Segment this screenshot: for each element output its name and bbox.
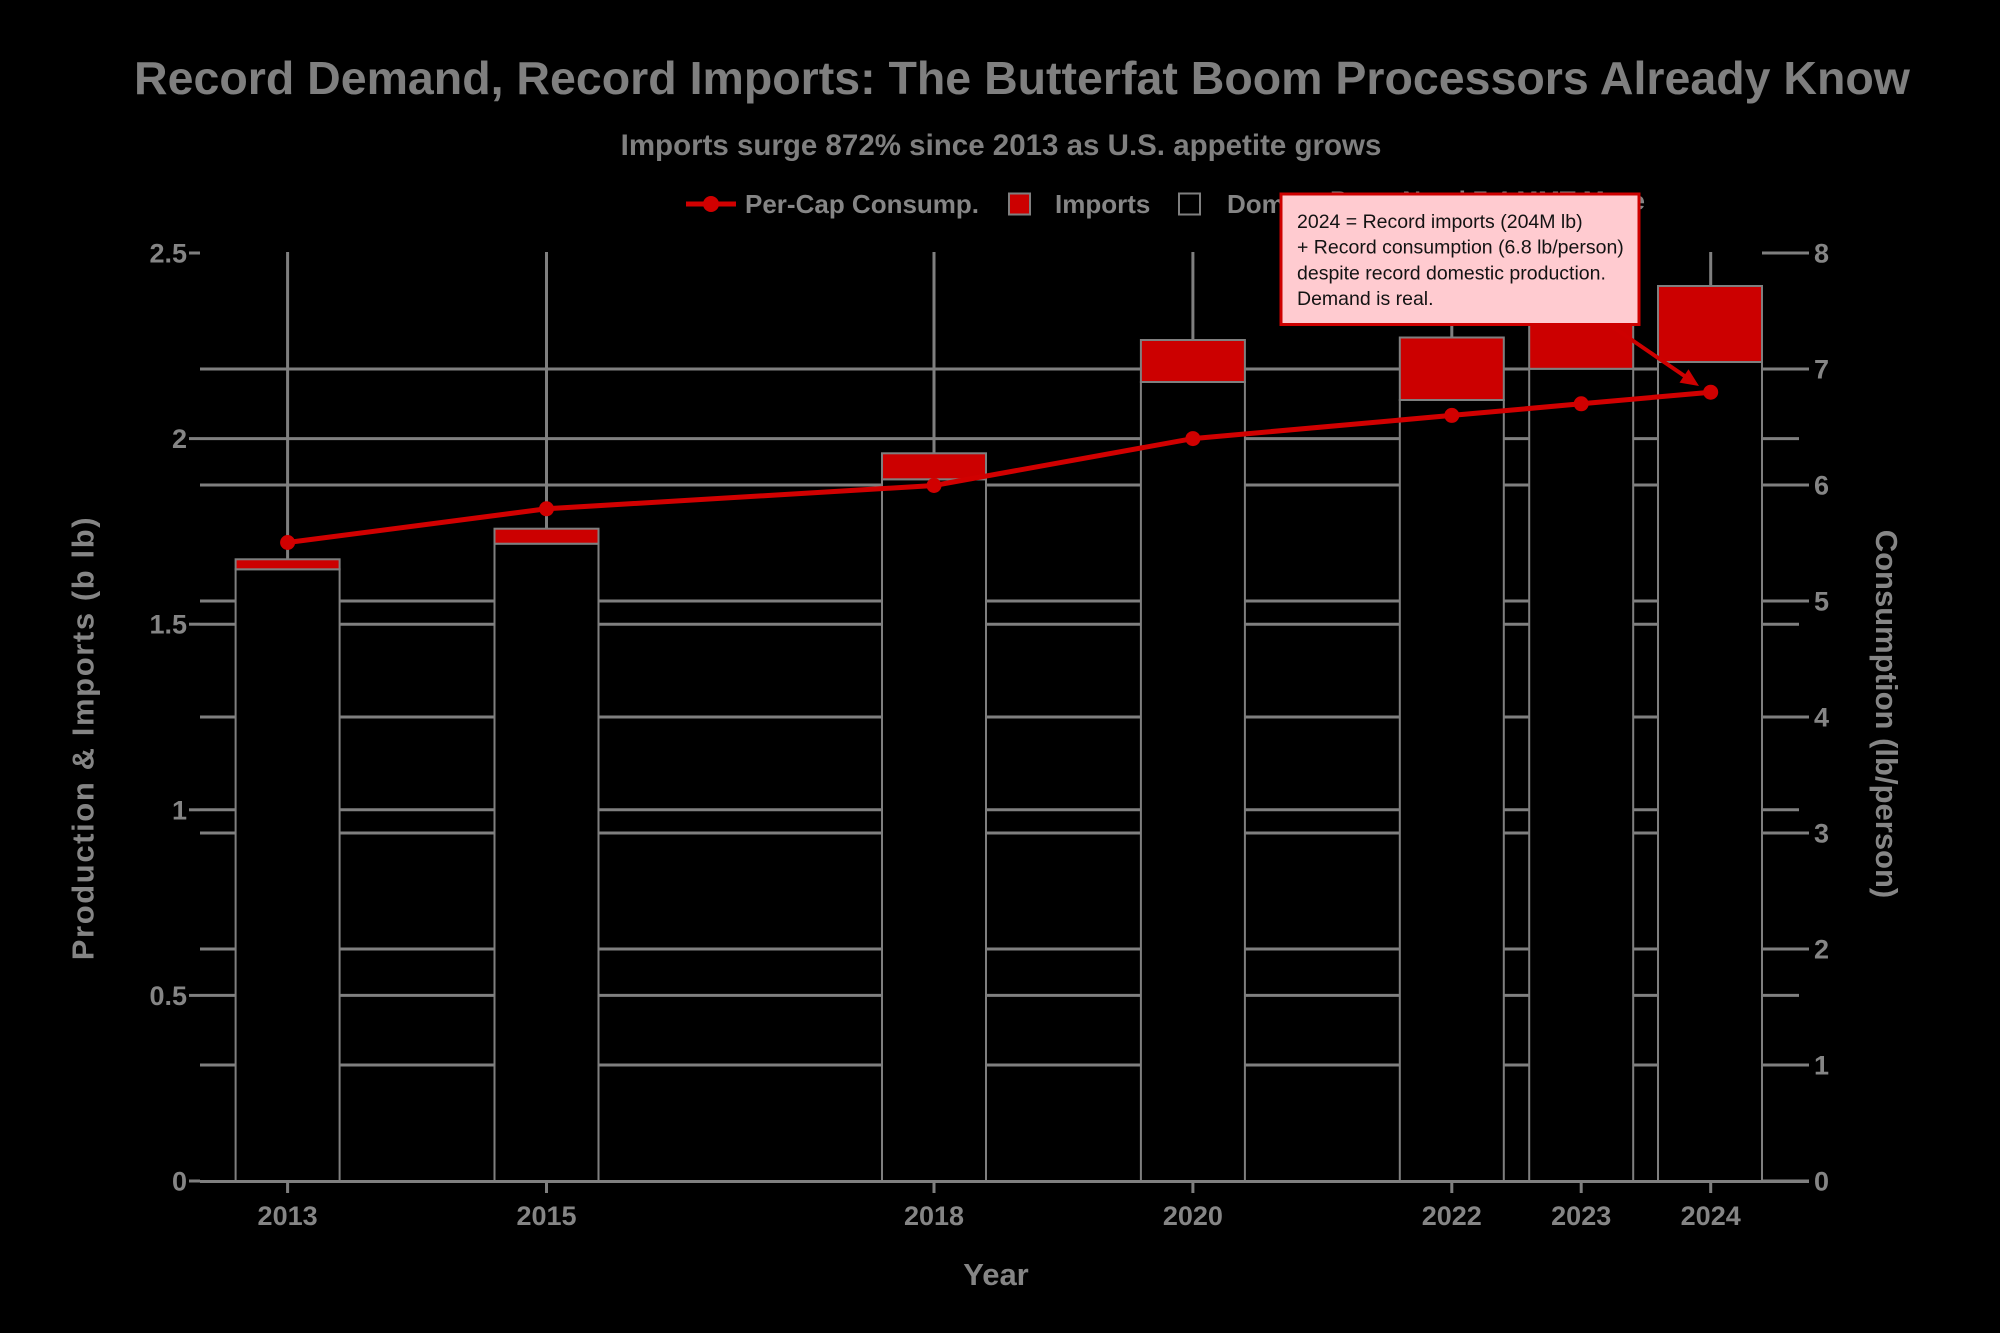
svg-text:Year: Year [963,1257,1029,1292]
svg-text:1: 1 [1814,1051,1829,1081]
svg-text:despite record domestic produc: despite record domestic production. [1297,262,1606,284]
svg-text:1.5: 1.5 [149,610,187,640]
svg-text:Consumption (lb/person): Consumption (lb/person) [1869,530,1904,899]
svg-text:Imports: Imports [1055,189,1150,219]
svg-text:2024: 2024 [1681,1201,1741,1231]
svg-text:0.5: 0.5 [149,981,187,1011]
svg-text:2: 2 [1814,935,1829,965]
svg-text:2.5: 2.5 [149,239,187,269]
svg-text:5: 5 [1814,587,1829,617]
svg-text:6: 6 [1814,471,1829,501]
svg-text:4: 4 [1814,703,1829,733]
svg-text:8: 8 [1814,239,1829,269]
svg-text:2: 2 [172,424,187,454]
svg-text:2022: 2022 [1422,1201,1482,1231]
svg-text:Per-Cap Consump.: Per-Cap Consump. [745,189,979,219]
svg-text:Demand is real.: Demand is real. [1297,288,1434,310]
svg-text:Imports surge 872% since 2013: Imports surge 872% since 2013 as U.S. ap… [621,129,1382,162]
svg-text:Record Demand, Record Imports:: Record Demand, Record Imports: The Butte… [134,52,1911,104]
svg-text:+ Record consumption (6.8 lb/p: + Record consumption (6.8 lb/person) [1297,237,1624,259]
svg-text:2024 = Record imports (204M lb: 2024 = Record imports (204M lb) [1297,211,1583,233]
svg-text:0: 0 [172,1167,187,1197]
svg-text:2013: 2013 [258,1201,318,1231]
svg-text:3: 3 [1814,819,1829,849]
svg-text:2018: 2018 [904,1201,964,1231]
svg-text:2023: 2023 [1551,1201,1611,1231]
svg-text:0: 0 [1814,1167,1829,1197]
svg-text:Production & Imports (b lb): Production & Imports (b lb) [66,516,101,960]
svg-text:1: 1 [172,795,187,825]
svg-text:7: 7 [1814,355,1829,385]
svg-text:2020: 2020 [1163,1201,1223,1231]
svg-text:2015: 2015 [516,1201,576,1231]
